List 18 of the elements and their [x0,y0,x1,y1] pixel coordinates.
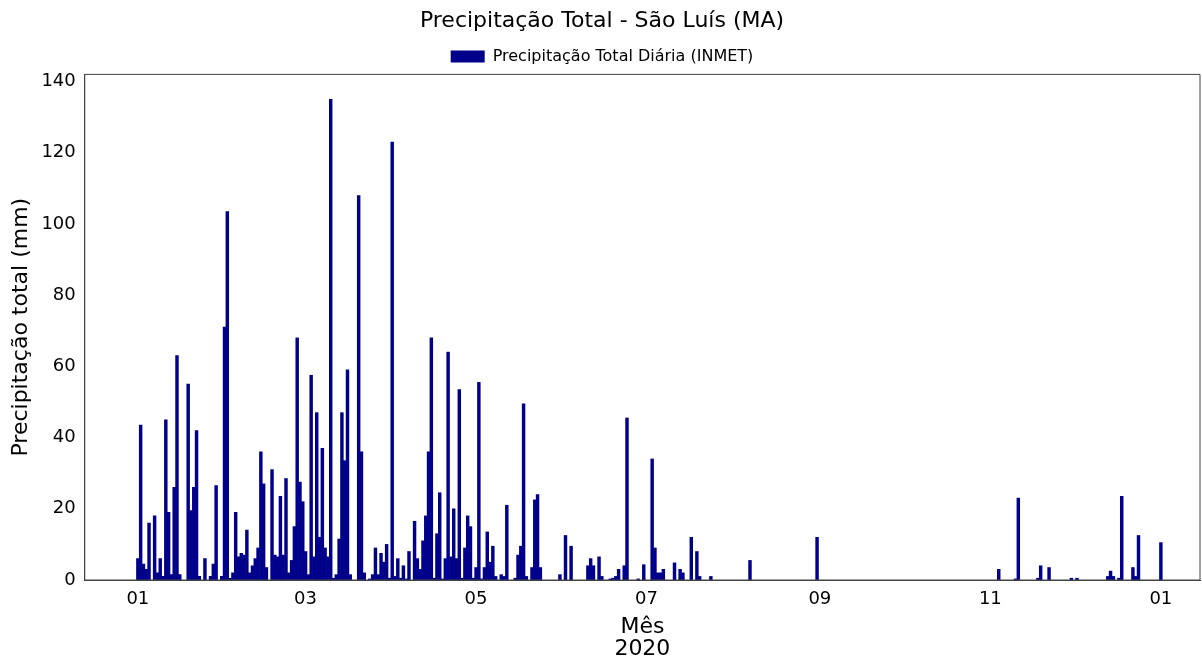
y-tick-label: 140 [41,69,76,91]
y-axis-title: Precipitação total (mm) [6,197,32,457]
y-tick-label: 40 [52,425,76,447]
x-tick-label: 03 [294,587,318,609]
x-tick-label: 01 [126,587,150,609]
y-tick-label: 20 [52,496,76,518]
x-tick-label: 05 [464,587,488,609]
chart-title: Precipitação Total - São Luís (MA) [419,6,785,32]
x-tick-label: 07 [635,587,659,609]
x-tick-label: 11 [978,587,1002,609]
y-tick-label: 100 [41,211,76,233]
y-tick-label: 60 [52,354,76,376]
x-tick-label: 01 [1149,587,1173,609]
y-tick-label: 120 [41,140,76,162]
y-tick-label: 80 [52,282,76,304]
legend-label: Precipitação Total Diária (INMET) [492,45,754,65]
y-tick-label: 0 [64,567,76,589]
x-tick-label: 09 [808,587,832,609]
